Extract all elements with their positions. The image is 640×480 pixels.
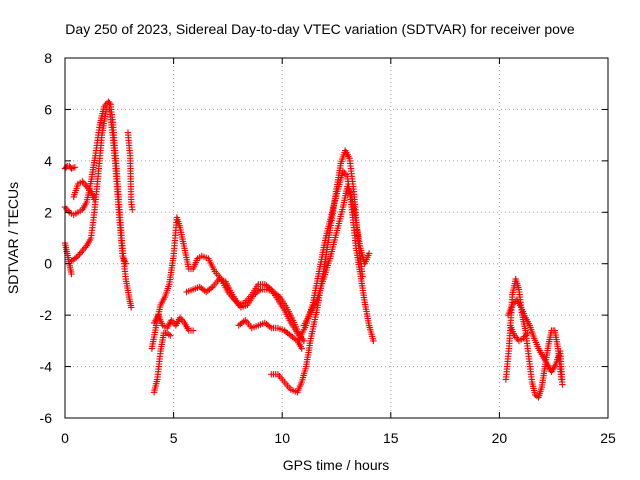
series-track-p bbox=[504, 296, 566, 388]
series-track-a bbox=[61, 162, 78, 172]
grid bbox=[65, 58, 608, 418]
series-track-k bbox=[235, 317, 305, 352]
x-tick-label: 15 bbox=[383, 430, 399, 446]
data-points bbox=[61, 98, 566, 401]
x-tick-label: 0 bbox=[61, 430, 69, 446]
y-tick-label: 4 bbox=[44, 153, 52, 169]
series-track-e bbox=[70, 178, 98, 203]
y-tick-label: 0 bbox=[44, 256, 52, 272]
y-tick-label: -4 bbox=[40, 359, 53, 375]
axis-ticks: 0 5 10 15 20 25 -6 -4 -2 0 2 4 6 8 bbox=[40, 50, 616, 446]
x-tick-label: 25 bbox=[600, 430, 616, 446]
data-marks bbox=[70, 178, 98, 203]
y-tick-label: 2 bbox=[44, 204, 52, 220]
data-marks bbox=[124, 129, 136, 213]
y-tick-label: -2 bbox=[40, 307, 53, 323]
data-marks bbox=[150, 329, 174, 396]
y-tick-label: 8 bbox=[44, 50, 52, 66]
series-track-n bbox=[300, 183, 373, 329]
series-track-f bbox=[124, 129, 136, 213]
x-tick-label: 5 bbox=[170, 430, 178, 446]
series-track-j bbox=[183, 275, 308, 345]
y-axis-label: SDTVAR / TECUs bbox=[5, 182, 21, 294]
x-tick-label: 10 bbox=[274, 430, 290, 446]
data-marks bbox=[68, 106, 129, 267]
chart-title: Day 250 of 2023, Sidereal Day-to-day VTE… bbox=[65, 21, 575, 37]
y-tick-label: -6 bbox=[40, 410, 53, 426]
y-tick-label: 6 bbox=[44, 101, 52, 117]
data-marks bbox=[235, 317, 305, 352]
series-track-q bbox=[507, 322, 531, 345]
data-marks bbox=[504, 296, 566, 388]
series-track-d bbox=[68, 106, 129, 267]
data-marks bbox=[507, 322, 531, 345]
plot-frame bbox=[64, 57, 609, 419]
data-marks bbox=[183, 275, 308, 345]
series-track-i bbox=[150, 329, 174, 396]
data-marks bbox=[150, 311, 197, 334]
x-tick-label: 20 bbox=[492, 430, 508, 446]
data-marks bbox=[61, 162, 78, 172]
series-track-h bbox=[150, 311, 197, 334]
data-marks bbox=[300, 183, 373, 329]
x-axis-label: GPS time / hours bbox=[283, 457, 390, 473]
